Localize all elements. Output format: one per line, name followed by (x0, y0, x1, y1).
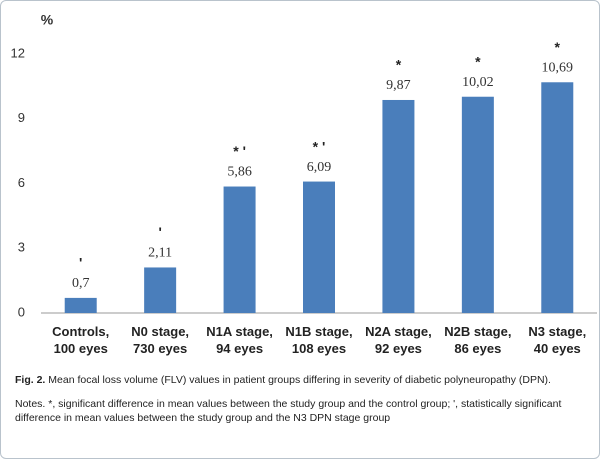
y-axis-label: % (41, 12, 54, 28)
x-tick-label: N1A stage, 94 eyes (206, 324, 273, 356)
value-label: 10,69 (542, 60, 574, 75)
x-tick-label: N3 stage, 40 eyes (528, 324, 586, 356)
bar (382, 99, 415, 313)
caption: Fig. 2. Mean focal loss volume (FLV) val… (15, 373, 587, 435)
value-label: 2,11 (148, 246, 172, 261)
value-label: 9,87 (386, 78, 411, 93)
value-label: 5,86 (227, 165, 252, 180)
x-tick-label: N2A stage, 92 eyes (365, 324, 432, 356)
bar (303, 181, 335, 313)
caption-label: Fig. 2. (15, 374, 46, 386)
value-label: 0,7 (72, 276, 90, 291)
significance-marker: * ' (233, 143, 246, 159)
bar (461, 96, 494, 313)
x-tick-label: N0 stage, 730 eyes (131, 324, 189, 356)
y-tick-label: 0 (18, 304, 25, 319)
chart: % 0 3 6 9 12 Controls, 100 eyes 0,7 ' N0 stage, 73… (11, 12, 597, 356)
caption-text: Mean focal loss volume (FLV) values in p… (48, 374, 551, 386)
value-label: 6,09 (307, 160, 332, 175)
significance-marker: ' (158, 224, 161, 240)
significance-marker: * (475, 53, 481, 69)
significance-marker: ' (79, 255, 82, 271)
caption-line: Fig. 2. Mean focal loss volume (FLV) val… (15, 373, 587, 387)
caption-notes: Notes. *, significant difference in mean… (15, 398, 562, 424)
y-tick-label: 6 (18, 175, 25, 190)
significance-marker: * (396, 57, 402, 73)
y-tick-label: 12 (11, 45, 25, 60)
x-tick-label: N1B stage, 108 eyes (285, 324, 352, 356)
x-tick-label: Controls, 100 eyes (52, 324, 109, 356)
significance-marker: * ' (313, 138, 326, 154)
bar (541, 82, 574, 313)
value-label: 10,02 (462, 75, 494, 90)
bar (64, 297, 97, 313)
significance-marker: * (555, 39, 561, 55)
x-tick-label: N2B stage, 86 eyes (444, 324, 511, 356)
y-tick-label: 9 (18, 110, 25, 125)
bar (223, 186, 256, 313)
bar (144, 267, 177, 313)
y-tick-label: 3 (18, 240, 25, 255)
